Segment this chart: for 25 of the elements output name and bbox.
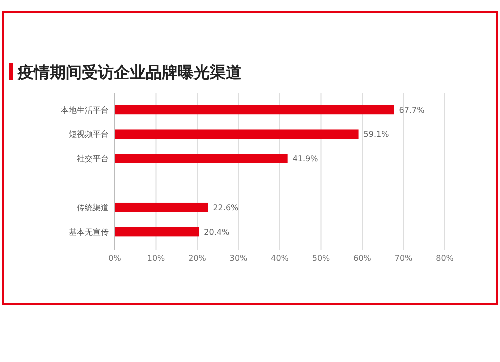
bar — [115, 105, 394, 115]
data-label: 22.6% — [213, 203, 240, 212]
y-tick-label: 传统渠道 — [77, 203, 109, 212]
y-tick-label: 本地生活平台 — [61, 106, 109, 115]
data-label: 41.9% — [292, 154, 319, 164]
bar — [115, 130, 359, 140]
y-tick-label: 基本无宣传 — [69, 228, 109, 237]
y-tick-label: 社交平台 — [77, 154, 109, 164]
bar — [115, 227, 200, 237]
x-tick-label: 0% — [108, 254, 122, 263]
data-label: 67.7% — [399, 106, 426, 115]
x-tick-label: 10% — [147, 254, 166, 263]
data-label: 59.1% — [364, 130, 390, 140]
x-tick-label: 20% — [188, 254, 207, 263]
bar — [115, 154, 288, 164]
data-label: 20.4% — [204, 228, 230, 237]
bar — [115, 202, 208, 212]
x-tick-label: 30% — [230, 254, 248, 263]
y-tick-label: 短视频平台 — [69, 130, 109, 140]
chart-title: 疫情期间受访企业品牌曝光渠道 — [17, 63, 243, 82]
x-tick-label: 60% — [354, 254, 372, 263]
x-tick-label: 40% — [271, 254, 290, 263]
x-tick-label: 50% — [312, 254, 331, 263]
x-tick-label: 70% — [394, 254, 414, 263]
x-tick-label: 80% — [436, 254, 454, 263]
